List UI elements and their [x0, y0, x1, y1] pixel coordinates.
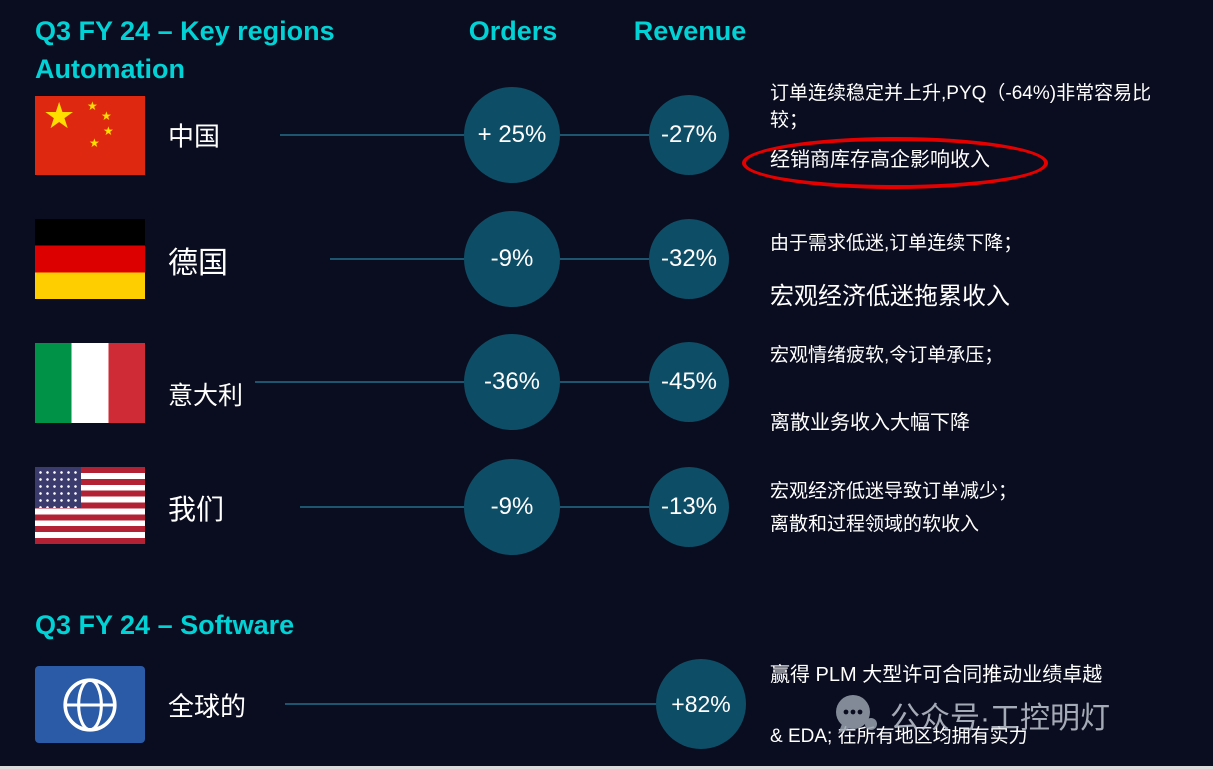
region-comment: 订单连续稳定并上升,PYQ（-64%)非常容易比较；	[770, 83, 1152, 131]
us-flag-canton	[35, 467, 81, 508]
connector-line	[560, 134, 649, 136]
page-title: Q3 FY 24 – Key regions Automation	[35, 12, 335, 88]
page-title-line2: Automation	[35, 54, 185, 84]
software-comment: & EDA; 在所有地区均拥有实力	[770, 726, 1028, 747]
revenue-circle-germany: -32%	[649, 219, 729, 299]
globe-icon	[35, 666, 145, 743]
region-label-global: 全球的	[168, 691, 247, 722]
chat-bubble-icon	[836, 695, 877, 734]
region-comment: 离散和过程领域的软收入	[770, 514, 980, 535]
connector-line	[330, 258, 464, 260]
globe-icon-svg	[63, 677, 117, 732]
region-comment: 离散业务收入大幅下降	[770, 412, 970, 434]
connector-line	[280, 134, 464, 136]
china-flag-big-star: ★	[43, 96, 76, 136]
orders-circle-germany: -9%	[464, 211, 560, 307]
connector-line	[255, 381, 464, 383]
watermark-text: 公众号·工控明灯	[890, 702, 1110, 735]
region-comment: 宏观情绪疲软,令订单承压；	[770, 345, 1004, 366]
china-flag-small-star: ★	[89, 136, 100, 150]
connector-line	[560, 258, 649, 260]
connector-line	[285, 703, 656, 705]
china-flag-small-star: ★	[87, 99, 98, 113]
revenue-circle-italy: -45%	[649, 342, 729, 422]
connector-line	[560, 506, 649, 508]
region-comment: 宏观经济低迷导致订单减少；	[770, 481, 1018, 502]
orders-circle-china: + 25%	[464, 87, 560, 183]
orders-circle-italy: -36%	[464, 334, 560, 430]
watermark: 公众号·工控明灯	[830, 690, 1110, 740]
germany-flag	[35, 219, 145, 299]
region-label-us: 我们	[168, 494, 225, 525]
revenue-circle-global: +82%	[656, 659, 746, 749]
region-label-germany: 德国	[168, 247, 228, 280]
software-comment: 赢得 PLM 大型许可合同推动业绩卓越	[770, 664, 1103, 686]
page-title-line1: Q3 FY 24 – Key regions	[35, 16, 335, 46]
revenue-circle-us: -13%	[649, 467, 729, 547]
orders-circle-us: -9%	[464, 459, 560, 555]
revenue-circle-china: -27%	[649, 95, 729, 175]
connector-line	[560, 381, 649, 383]
connector-line	[300, 506, 464, 508]
region-comment: 由于需求低迷,订单连续下降；	[770, 233, 1023, 254]
revenue-column-header: Revenue	[633, 16, 747, 46]
orders-column-header: Orders	[468, 16, 558, 46]
us-flag	[35, 467, 145, 544]
china-flag-small-star: ★	[103, 124, 114, 138]
china-flag: ★ ★ ★ ★ ★	[35, 96, 145, 175]
region-comment: 宏观经济低迷拖累收入	[770, 283, 1010, 310]
red-highlight-ellipse	[742, 137, 1048, 189]
italy-flag	[35, 343, 145, 423]
region-label-china: 中国	[168, 121, 221, 152]
region-label-italy: 意大利	[168, 382, 244, 410]
bottom-strip	[0, 766, 1213, 769]
china-flag-small-star: ★	[101, 109, 112, 123]
software-section-title: Q3 FY 24 – Software	[35, 610, 295, 640]
